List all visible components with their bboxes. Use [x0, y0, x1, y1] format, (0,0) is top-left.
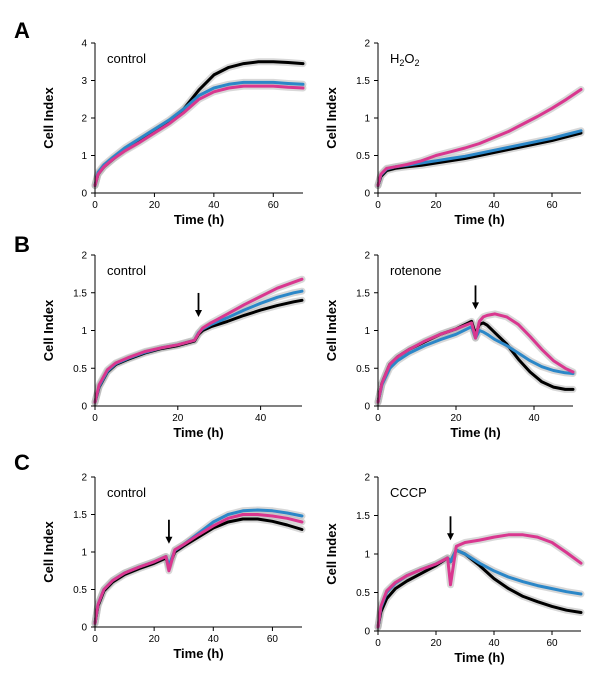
treatment-arrow-head — [472, 302, 479, 310]
y-tick-label: 0.5 — [356, 588, 370, 599]
x-tick-label: 0 — [375, 200, 381, 211]
y-tick-label: 0 — [81, 402, 87, 413]
y-tick-label: 1 — [364, 114, 370, 125]
y-tick-label: 0.5 — [356, 151, 370, 162]
condition-label: control — [107, 51, 146, 66]
series-blue-line — [93, 508, 304, 625]
x-tick-label: 0 — [375, 638, 381, 649]
series-magenta-errorband — [91, 511, 306, 627]
x-axis-title: Time (h) — [454, 212, 504, 227]
x-axis-title: Time (h) — [173, 646, 223, 661]
y-axis-title: Cell Index — [41, 299, 56, 361]
x-tick-label: 20 — [172, 413, 184, 424]
y-tick-label: 0 — [81, 189, 87, 200]
x-axis-title: Time (h) — [454, 650, 504, 665]
x-tick-label: 0 — [92, 200, 98, 211]
x-tick-label: 20 — [450, 413, 462, 424]
y-axis-title: Cell Index — [41, 87, 56, 149]
series-magenta-line — [376, 88, 583, 187]
condition-label: control — [107, 485, 146, 500]
x-tick-label: 20 — [149, 200, 161, 211]
y-tick-label: 1.5 — [356, 76, 370, 87]
y-tick-label: 4 — [81, 39, 87, 50]
y-tick-label: 1.5 — [356, 511, 370, 522]
series-blue-line — [376, 325, 575, 404]
x-axis-title: Time (h) — [174, 212, 224, 227]
x-tick-label: 0 — [92, 413, 98, 424]
treatment-arrow-head — [447, 533, 454, 541]
x-tick-label: 40 — [208, 200, 220, 211]
x-tick-label: 20 — [430, 200, 442, 211]
y-tick-label: 1.5 — [73, 288, 87, 299]
y-tick-label: 0 — [364, 189, 370, 200]
condition-label: rotenone — [390, 263, 441, 278]
y-tick-label: 1 — [81, 326, 87, 337]
panel-letter-a: A — [14, 18, 30, 43]
series-magenta-line — [376, 312, 575, 404]
condition-label: H2O2 — [390, 51, 420, 68]
x-tick-label: 40 — [208, 634, 220, 645]
condition-label: control — [107, 263, 146, 278]
series-magenta-line — [93, 277, 304, 404]
x-tick-label: 40 — [488, 638, 500, 649]
series-blue-line — [376, 548, 583, 629]
y-tick-label: 2 — [81, 473, 87, 484]
y-tick-label: 1.5 — [356, 288, 370, 299]
x-axis-title: Time (h) — [450, 425, 500, 440]
x-tick-label: 40 — [488, 200, 500, 211]
y-tick-label: 1 — [81, 151, 87, 162]
x-tick-label: 60 — [546, 638, 558, 649]
y-tick-label: 0 — [81, 623, 87, 634]
x-tick-label: 60 — [267, 634, 279, 645]
panel-letter-c: C — [14, 450, 30, 475]
x-tick-label: 0 — [92, 634, 98, 645]
panel-letter-b: B — [14, 232, 30, 257]
series-blue-errorband — [91, 506, 306, 627]
x-tick-label: 60 — [268, 200, 280, 211]
y-tick-label: 2 — [364, 251, 370, 262]
y-tick-label: 1 — [81, 548, 87, 559]
y-tick-label: 0.5 — [73, 364, 87, 375]
y-tick-label: 1.5 — [73, 510, 87, 521]
condition-label: CCCP — [390, 485, 427, 500]
x-tick-label: 60 — [546, 200, 558, 211]
x-tick-label: 40 — [528, 413, 540, 424]
treatment-arrow-head — [165, 536, 173, 544]
x-tick-label: 40 — [255, 413, 267, 424]
treatment-arrow-head — [195, 309, 202, 317]
y-tick-label: 3 — [81, 76, 87, 87]
y-tick-label: 2 — [81, 251, 87, 262]
y-tick-label: 2 — [81, 114, 87, 125]
y-tick-label: 2 — [364, 473, 370, 484]
y-axis-title: Cell Index — [324, 87, 339, 149]
y-tick-label: 1 — [364, 326, 370, 337]
series-magenta-line — [93, 84, 305, 187]
series-magenta-line — [376, 533, 583, 629]
x-tick-label: 20 — [430, 638, 442, 649]
x-tick-label: 0 — [375, 413, 381, 424]
y-axis-title: Cell Index — [324, 523, 339, 585]
y-tick-label: 2 — [364, 39, 370, 50]
y-tick-label: 0 — [364, 402, 370, 413]
y-tick-label: 0 — [364, 627, 370, 638]
y-axis-title: Cell Index — [324, 299, 339, 361]
y-axis-title: Cell Index — [41, 521, 56, 583]
x-tick-label: 20 — [149, 634, 161, 645]
y-tick-label: 1 — [364, 550, 370, 561]
y-tick-label: 0.5 — [356, 364, 370, 375]
x-axis-title: Time (h) — [173, 425, 223, 440]
series-magenta-line — [93, 513, 304, 625]
y-tick-label: 0.5 — [73, 585, 87, 596]
